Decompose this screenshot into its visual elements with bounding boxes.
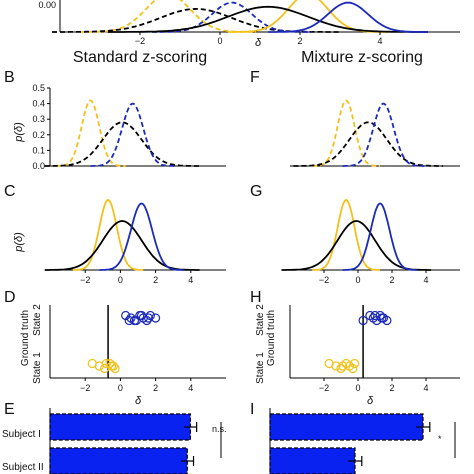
density-curve-yellow [55,99,126,167]
density-curve-yellow [312,199,381,271]
x-tick-label: 4 [423,275,428,285]
panel-h: −2 0 2 4 [289,305,460,393]
state1-point [350,358,360,369]
panel-c: −2 0 2 4 [44,199,226,285]
density-curve-blue [99,202,184,271]
x-tick-label: −2 [80,383,90,393]
x-tick-label: 0 [355,383,360,393]
density-curve-yellow [312,99,381,167]
x-tick-label: 0 [118,275,123,285]
density-curve-blue [90,102,175,167]
y-tick-label: 0.3 [32,114,45,124]
panel-d-state2: State 2 [32,304,43,336]
panel-letter-b: B [4,69,15,86]
density-curve-black [293,121,443,167]
x-tick-label: 4 [377,36,382,46]
y-tick-label: 0.00 [38,0,56,10]
state2-point [143,313,154,323]
state2-point [382,315,392,326]
bar-1 [269,413,424,441]
x-tick-label: −2 [80,275,90,285]
density-curve-yellow [72,199,144,271]
panel-d-state1: State 1 [32,352,43,384]
bar-1 [49,413,191,441]
x-tick-label: 4 [423,383,428,393]
x-tick-label: 2 [297,36,302,46]
y-tick-label: 0.2 [32,130,45,140]
density-curve-black [108,5,428,33]
density-curve-blue [268,1,428,33]
panel-d: −2 0 2 4 [49,305,226,393]
panel-a-xlabel: δ [255,37,262,49]
x-tick-label: 4 [188,383,193,393]
density-curve-blue [342,202,418,271]
x-tick-label: 2 [389,383,394,393]
state1-point [348,363,358,374]
x-tick-label: 0 [355,275,360,285]
panel-g: −2 0 2 4 [281,199,460,285]
y-tick-label: 0.4 [32,99,45,109]
x-tick-label: 2 [153,383,158,393]
x-tick-label: 0 [217,36,222,46]
panel-h-state2: State 2 [255,304,266,336]
state2-point [124,315,134,326]
density-curve-blue [152,1,312,33]
panel-e-subject1: Subject I [2,429,41,440]
panel-c-ylabel: p(δ) [13,232,25,253]
state1-point [338,361,348,371]
panel-letter-i: I [250,401,254,418]
x-tick-label: 0 [118,383,123,393]
panel-e-sig: n.s. [212,424,227,434]
x-tick-label: 2 [153,275,158,285]
state2-point [145,310,155,321]
density-curve-yellow [80,0,256,33]
density-curve-black [44,220,200,271]
y-tick-label: 0.5 [32,83,45,93]
x-tick-label: 2 [389,275,394,285]
title-mixture: Mixture z-scoring [301,49,423,66]
density-curve-blue [342,102,425,167]
bar-2 [269,447,356,474]
x-tick-label: −2 [319,275,329,285]
panel-a: 0.00 −2 0 2 4 [38,0,460,46]
density-curve-black [44,121,200,167]
panel-b: 0.0 0.1 0.2 0.3 0.4 0.5 [32,83,226,171]
state1-point [331,361,341,371]
state2-point [358,315,368,326]
title-standard: Standard z-scoring [73,49,207,66]
panel-i-sig: * [438,434,442,444]
density-curve-black [281,220,432,271]
panel-h-ylabel: Ground truth [266,310,277,366]
panel-letter-f: F [250,69,260,86]
y-tick-label: 0.0 [32,161,45,171]
bar-2 [49,447,188,474]
panel-letter-e: E [4,401,15,418]
panel-d-xlabel: δ [135,395,142,407]
x-tick-label: −2 [319,383,329,393]
state1-point [106,361,117,371]
panel-h-xlabel: δ [367,395,374,407]
panel-d-ylabel: Ground truth [20,310,31,366]
state2-point [129,315,140,326]
panel-letter-d: D [4,289,16,306]
state2-point [151,313,161,323]
panel-letter-g: G [250,183,262,200]
x-tick-label: 4 [188,275,193,285]
panel-b-ylabel: p(δ) [13,122,25,143]
y-tick-label: 0.1 [32,145,45,155]
panel-e-subject2: Subject II [2,462,44,473]
density-curve-black [52,7,340,33]
x-tick-label: −2 [135,36,145,46]
panel-letter-h: H [250,289,262,306]
panel-e [49,408,222,474]
state1-point [101,358,111,369]
panel-letter-c: C [4,183,16,200]
state2-point [377,313,387,323]
state1-point [336,363,346,374]
panel-f [290,99,460,167]
panel-i [269,408,456,474]
panel-h-state1: State 1 [255,352,266,384]
